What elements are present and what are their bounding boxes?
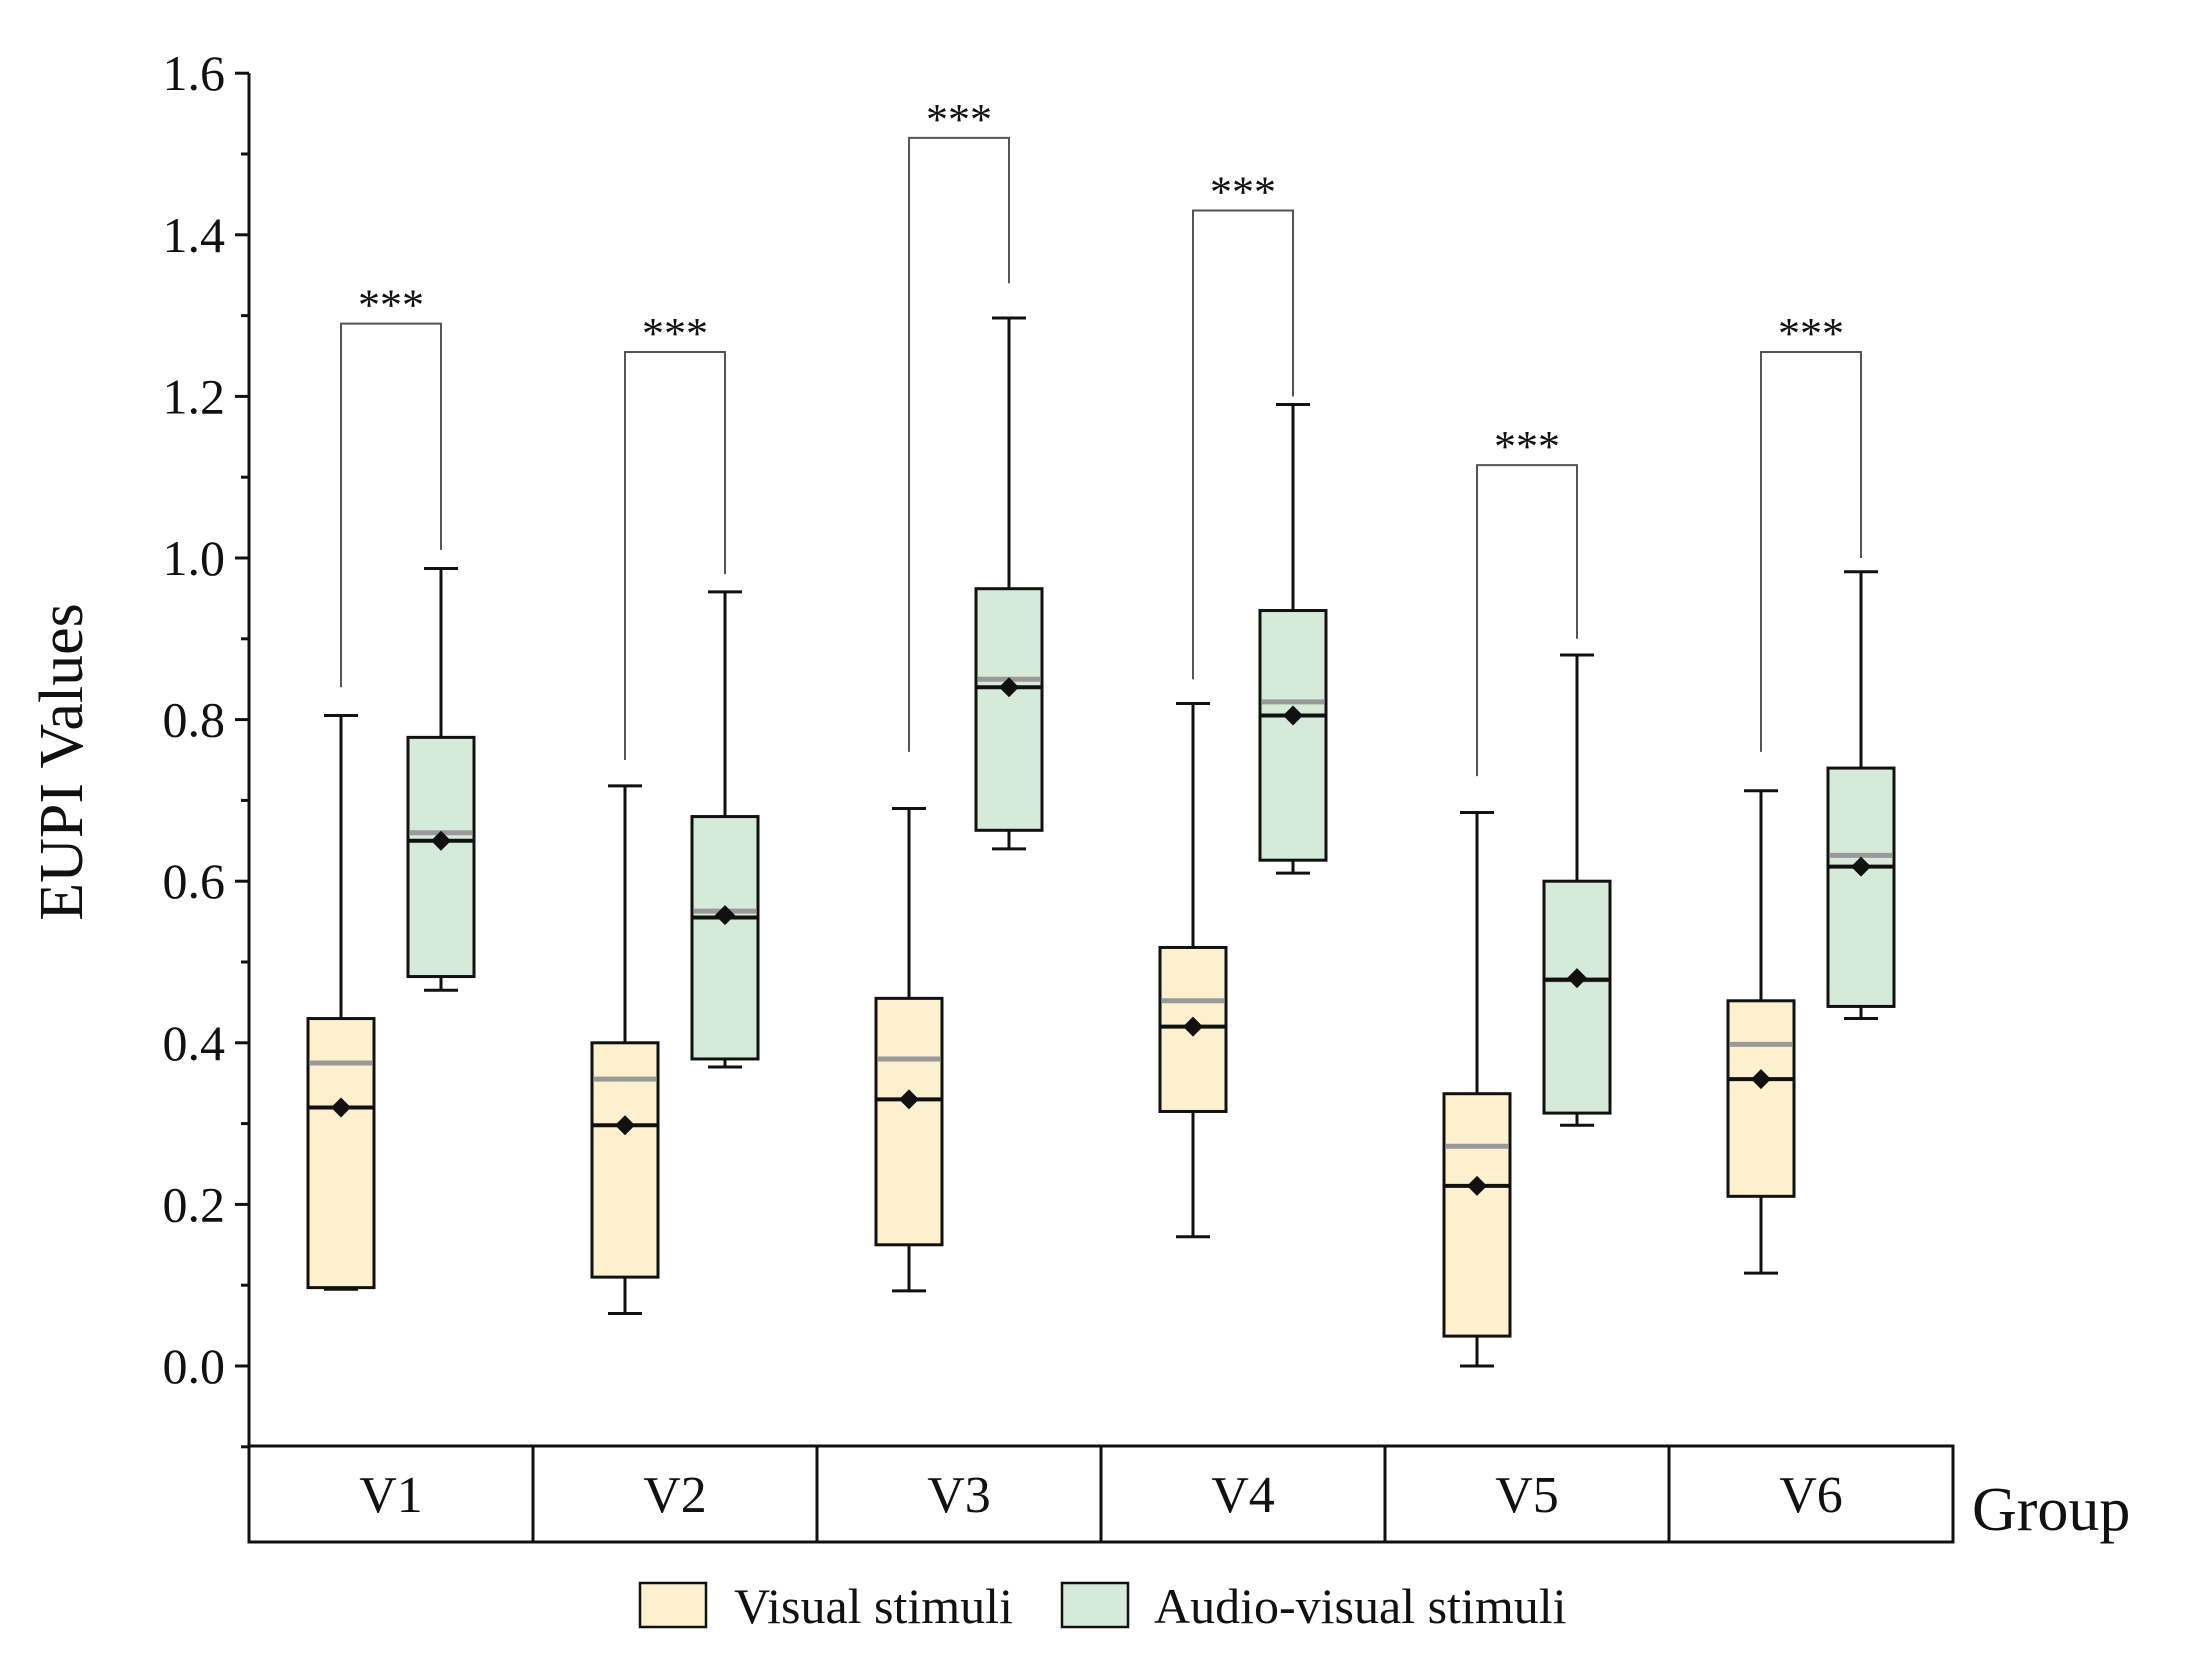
y-tick-label: 1.2 — [163, 368, 226, 424]
box-audio-V4 — [1258, 402, 1328, 875]
y-tick-label: 0.4 — [163, 1015, 226, 1071]
y-axis: 0.0 0.2 0.4 0.6 0.8 1.0 1.2 1.4 1.6 — [163, 45, 251, 1449]
group-label: V3 — [927, 1467, 991, 1524]
box-iqr — [306, 1017, 376, 1290]
mean-marker — [615, 1115, 635, 1136]
significance-bracket — [1476, 464, 1578, 777]
group-label: V2 — [643, 1467, 707, 1524]
group-label: V6 — [1779, 1467, 1843, 1524]
box-visual-V6 — [1726, 789, 1796, 1275]
box-iqr — [974, 587, 1044, 832]
y-tick-label: 0.2 — [163, 1176, 226, 1232]
box-iqr — [1826, 766, 1896, 1008]
significance-label: *** — [1778, 309, 1844, 358]
mean-marker — [1851, 856, 1871, 877]
mean-marker — [1183, 1016, 1203, 1037]
significance-bracket — [1192, 209, 1294, 680]
box-series — [306, 316, 1896, 1368]
box-iqr — [874, 996, 944, 1247]
mean-marker — [331, 1097, 351, 1118]
box-iqr — [1258, 609, 1328, 862]
legend-label-audio: Audio-visual stimuli — [1154, 1578, 1567, 1634]
box-audio-V3 — [974, 316, 1044, 851]
mean-marker — [431, 830, 451, 851]
y-tick-label: 0.0 — [163, 1338, 226, 1394]
box-audio-V2 — [690, 590, 760, 1069]
box-visual-V1 — [306, 714, 376, 1291]
mean-marker — [899, 1089, 919, 1110]
box-visual-V5 — [1442, 811, 1512, 1368]
legend-swatch-visual — [638, 1581, 708, 1629]
significance-brackets: *** *** *** *** *** *** — [340, 95, 1862, 777]
group-axis: V1 V2 V3 V4 V5 V6 — [247, 1444, 1955, 1544]
box-visual-V4 — [1158, 701, 1228, 1239]
legend-swatch-audio — [1060, 1581, 1130, 1629]
significance-label: *** — [926, 95, 992, 144]
group-label: V5 — [1495, 1467, 1559, 1524]
legend-label-visual: Visual stimuli — [734, 1578, 1013, 1634]
group-label: V1 — [359, 1467, 423, 1524]
box-visual-V3 — [874, 806, 944, 1293]
box-iqr — [590, 1041, 660, 1279]
box-iqr — [690, 815, 760, 1061]
mean-marker — [999, 677, 1019, 698]
group-label: V4 — [1211, 1467, 1275, 1524]
box-iqr — [1726, 999, 1796, 1198]
significance-label: *** — [1210, 168, 1276, 217]
y-tick-label: 1.6 — [163, 45, 226, 101]
mean-marker — [1467, 1175, 1487, 1196]
significance-bracket — [340, 322, 442, 688]
legend: Visual stimuli Audio-visual stimuli — [638, 1578, 1567, 1634]
box-iqr — [406, 735, 476, 979]
mean-marker — [1283, 705, 1303, 726]
mean-marker — [1567, 968, 1587, 989]
y-tick-label: 1.4 — [163, 207, 226, 263]
y-tick-label: 1.0 — [163, 530, 226, 586]
box-audio-V5 — [1542, 653, 1612, 1127]
box-audio-V1 — [406, 567, 476, 992]
box-iqr — [1442, 1092, 1512, 1338]
box-iqr — [1542, 879, 1612, 1115]
mean-marker — [715, 905, 735, 926]
significance-bracket — [1760, 350, 1862, 752]
significance-label: *** — [642, 309, 708, 358]
y-tick-label: 0.8 — [163, 692, 226, 748]
y-axis-label: EUPI Values — [28, 603, 96, 920]
significance-label: *** — [358, 281, 424, 330]
significance-bracket — [908, 136, 1010, 752]
y-tick-label: 0.6 — [163, 853, 226, 909]
box-audio-V6 — [1826, 570, 1896, 1021]
significance-label: *** — [1494, 422, 1560, 471]
significance-bracket — [624, 350, 726, 760]
box-visual-V2 — [590, 784, 660, 1315]
x-axis-label: Group — [1972, 1476, 2130, 1544]
mean-marker — [1751, 1069, 1771, 1090]
